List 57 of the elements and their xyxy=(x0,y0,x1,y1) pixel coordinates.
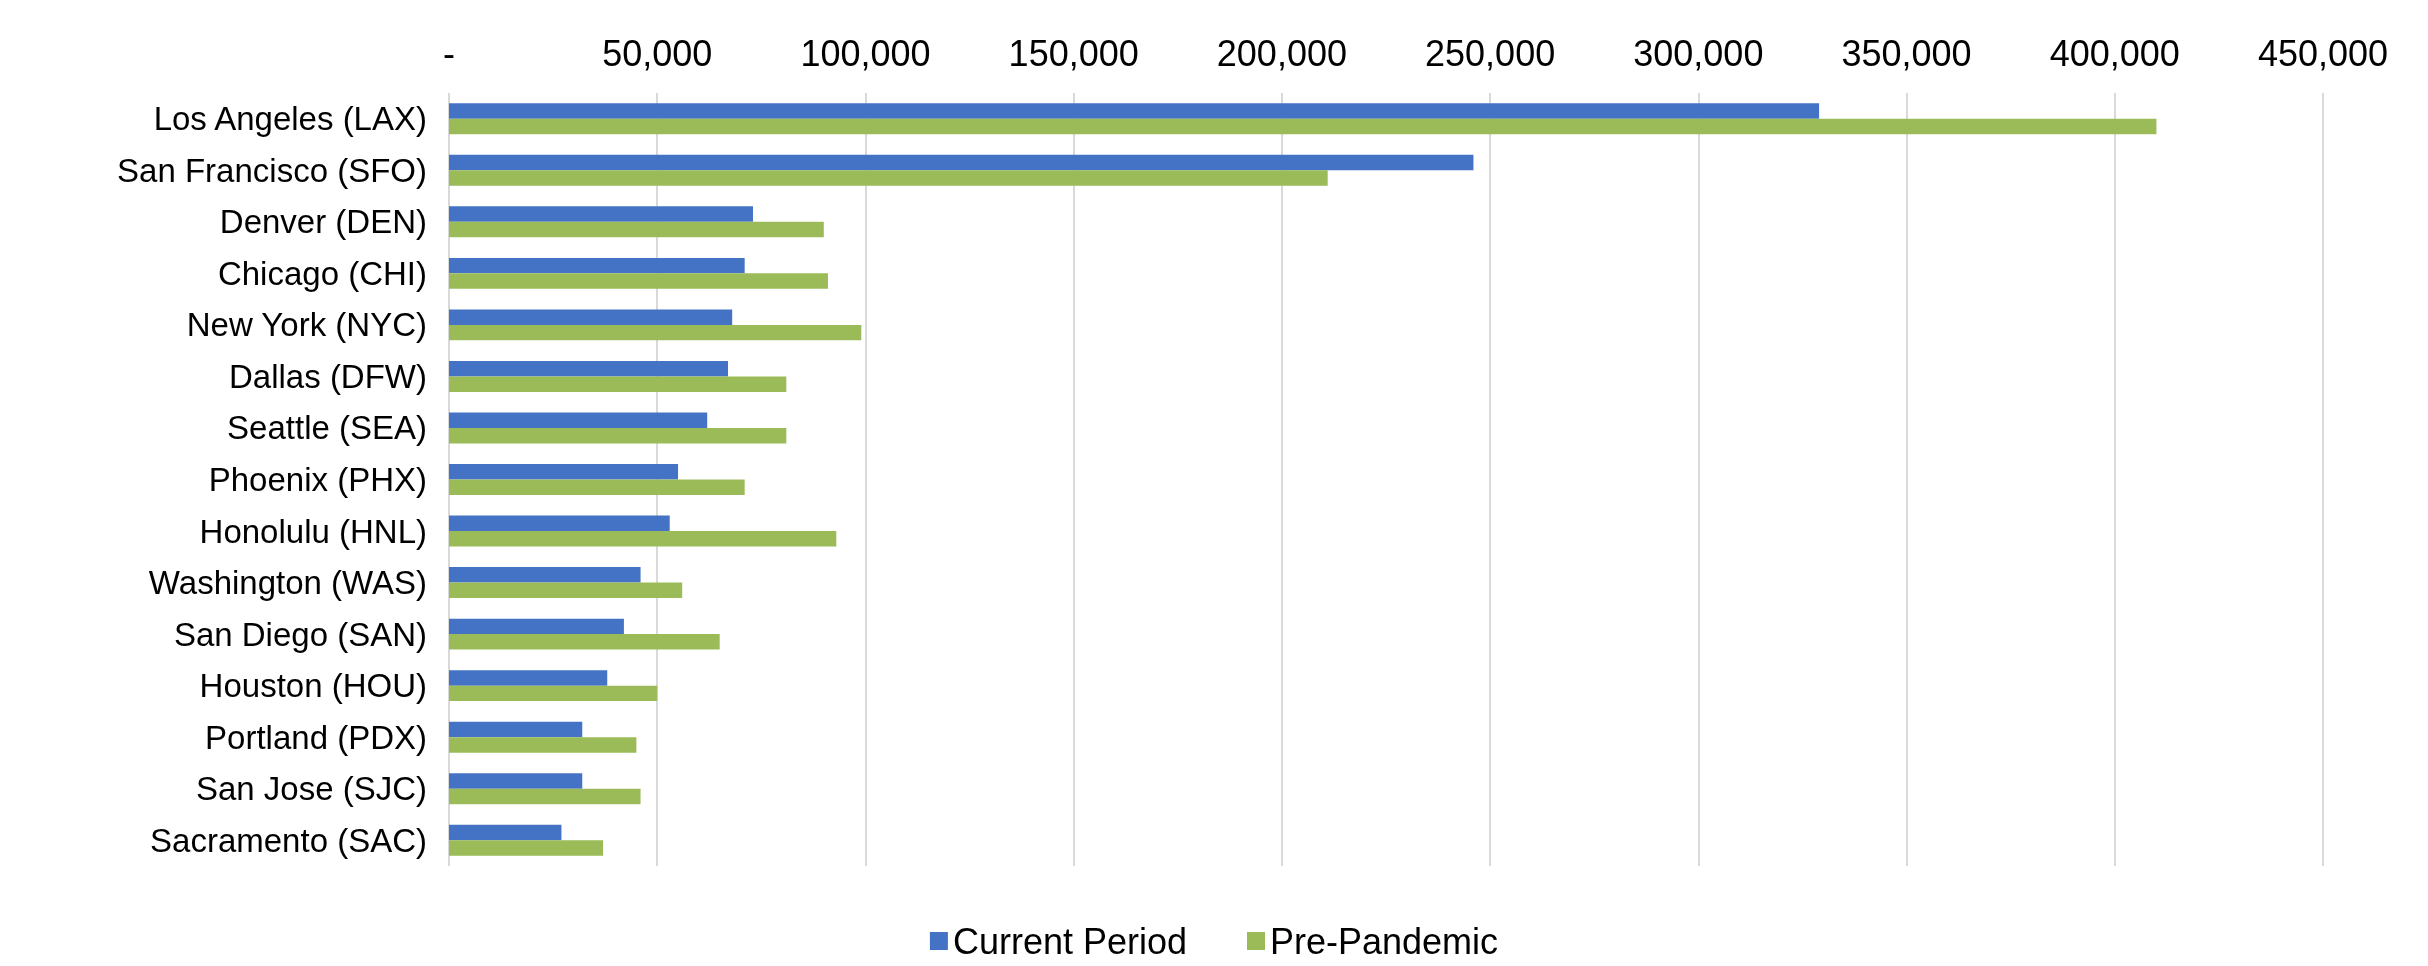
bar xyxy=(449,103,1820,119)
y-tick-label: San Francisco (SFO) xyxy=(117,151,427,189)
bar xyxy=(449,721,583,738)
bar xyxy=(449,788,641,805)
bar xyxy=(449,376,787,392)
y-tick-label: Washington (WAS) xyxy=(148,564,427,602)
x-tick-label: 50,000 xyxy=(602,32,713,74)
x-tick-label: 350,000 xyxy=(1841,32,1972,74)
bar xyxy=(449,479,745,495)
bar xyxy=(449,685,658,702)
y-tick-label: Sacramento (SAC) xyxy=(150,821,427,859)
bar xyxy=(449,737,637,753)
bar xyxy=(449,273,828,289)
y-tick-label: Portland (PDX) xyxy=(205,718,427,756)
bar xyxy=(449,634,720,650)
y-tick-label: Phoenix (PHX) xyxy=(208,461,427,498)
bar xyxy=(449,618,624,635)
bar xyxy=(449,154,1474,171)
bar xyxy=(449,360,729,377)
y-tick-label: Seattle (SEA) xyxy=(227,409,427,447)
bar xyxy=(449,582,683,599)
bar xyxy=(449,824,562,841)
y-tick-label: New York (NYC) xyxy=(186,306,427,344)
bar xyxy=(449,170,1328,186)
bar xyxy=(449,773,583,789)
y-tick-label: San Jose (SJC) xyxy=(195,770,427,808)
bar xyxy=(449,257,745,274)
bar xyxy=(449,324,862,341)
bar xyxy=(449,309,733,325)
x-tick-label: - xyxy=(443,32,455,74)
x-tick-label: 100,000 xyxy=(800,32,931,74)
bar xyxy=(449,567,641,583)
bar xyxy=(449,464,679,480)
y-tick-label: Los Angeles (LAX) xyxy=(153,100,427,138)
bar xyxy=(449,515,670,532)
legend-label: Pre-Pandemic xyxy=(1270,920,1499,962)
x-tick-label: 450,000 xyxy=(2257,32,2389,74)
y-tick-label: Honolulu (HNL) xyxy=(199,512,427,550)
x-tick-label: 250,000 xyxy=(1425,32,1556,74)
bar xyxy=(449,427,787,444)
y-tick-label: Dallas (DFW) xyxy=(229,357,427,395)
x-tick-label: 150,000 xyxy=(1008,32,1139,74)
bar xyxy=(449,840,604,856)
x-tick-label: 400,000 xyxy=(2049,32,2180,74)
y-tick-label: Chicago (CHI) xyxy=(217,254,427,292)
bar xyxy=(449,670,608,686)
y-tick-label: San Diego (SAN) xyxy=(173,615,427,653)
y-tick-label: Houston (HOU) xyxy=(199,667,427,705)
bar xyxy=(449,221,824,238)
bar xyxy=(449,412,708,428)
x-tick-label: 300,000 xyxy=(1633,32,1764,74)
bar xyxy=(449,531,837,547)
legend-label: Current Period xyxy=(952,920,1188,962)
bar xyxy=(449,206,753,222)
x-tick-label: 200,000 xyxy=(1216,32,1347,74)
bar xyxy=(449,118,2157,135)
y-tick-label: Denver (DEN) xyxy=(219,203,427,241)
